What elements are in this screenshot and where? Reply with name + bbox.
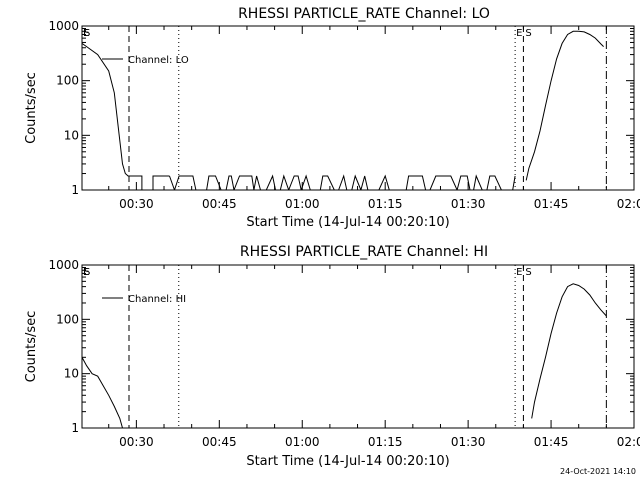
event-annotation: E [83,267,89,278]
y-tick-label: 10 [64,128,79,142]
plot-frame [81,264,635,429]
series-line [82,357,123,428]
y-tick-label: 1000 [48,19,79,33]
y-tick-label: 1000 [48,258,79,272]
event-annotation: S [525,267,531,278]
series-line-fluctuation [169,174,516,190]
chart-title: RHESSI PARTICLE_RATE Channel: HI [240,244,488,260]
x-tick-label: 01:15 [368,435,403,449]
x-tick-label: 01:45 [534,197,569,211]
panel-channel-lo: RHESSI PARTICLE_RATE Channel: LO 1 10 100 10… [24,6,640,230]
event-annotation: E [83,28,89,39]
plot-frame [81,25,635,191]
panel-channel-hi: RHESSI PARTICLE_RATE Channel: HI 1 10 100 10… [24,244,640,469]
x-tick-label: 00:30 [119,435,154,449]
event-annotation: S [84,28,90,39]
x-tick-label: 02:00 [617,197,640,211]
event-annotation: E [516,28,522,39]
event-annotation: E [516,267,522,278]
x-tick-label: 00:45 [202,435,237,449]
x-tick-label: 00:45 [202,197,237,211]
legend-label: Channel: HI [128,294,186,305]
x-tick-label: 01:45 [534,435,569,449]
x-axis-label: Start Time (14-Jul-14 00:20:10) [246,454,449,469]
x-tick-label: 01:00 [285,197,320,211]
x-tick-label: 01:30 [451,435,486,449]
event-annotation: S [84,267,90,278]
series-line [525,30,604,181]
y-axis-label: Counts/sec [24,72,39,144]
series-line [531,283,607,419]
x-tick-label: 01:00 [285,435,320,449]
event-annotation: S [525,28,531,39]
y-tick-label: 100 [56,74,79,88]
x-tick-label: 01:30 [451,197,486,211]
y-tick-label: 100 [56,312,79,326]
y-tick-label: 10 [64,367,79,381]
chart-title: RHESSI PARTICLE_RATE Channel: LO [238,6,490,22]
legend-label: Channel: LO [128,55,189,66]
series-line [82,42,170,190]
x-tick-label: 00:30 [119,197,154,211]
y-tick-label: 1 [71,421,79,435]
x-tick-label: 01:15 [368,197,403,211]
x-axis-label: Start Time (14-Jul-14 00:20:10) [246,215,449,230]
y-tick-label: 1 [71,183,79,197]
y-axis-label: Counts/sec [24,311,39,383]
x-tick-label: 02:00 [617,435,640,449]
footer-timestamp: 24-Oct-2021 14:10 [560,467,636,476]
